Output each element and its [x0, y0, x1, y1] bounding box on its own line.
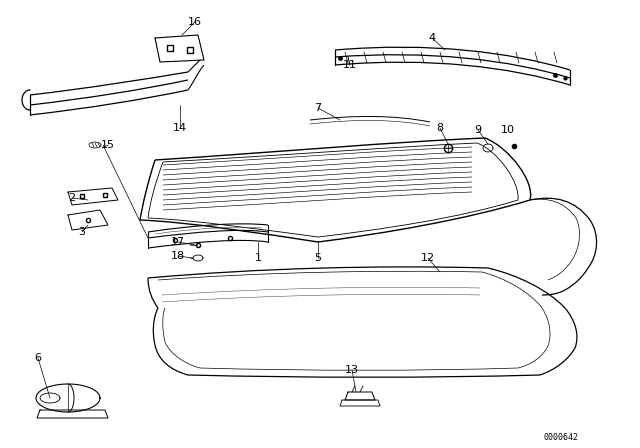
Text: 0000642: 0000642	[543, 432, 578, 441]
Text: 2: 2	[68, 193, 76, 203]
Text: 3: 3	[79, 227, 86, 237]
Text: 4: 4	[428, 33, 436, 43]
Text: 8: 8	[436, 123, 444, 133]
Text: 18: 18	[171, 251, 185, 261]
Text: 6: 6	[35, 353, 42, 363]
Text: 13: 13	[345, 365, 359, 375]
Text: 15: 15	[101, 140, 115, 150]
Text: 1: 1	[255, 253, 262, 263]
Text: 5: 5	[314, 253, 321, 263]
Text: 9: 9	[474, 125, 481, 135]
Text: 10: 10	[501, 125, 515, 135]
Text: 17: 17	[171, 237, 185, 247]
Text: 11: 11	[343, 60, 357, 70]
Text: 16: 16	[188, 17, 202, 27]
Text: 12: 12	[421, 253, 435, 263]
Text: 14: 14	[173, 123, 187, 133]
Text: 7: 7	[314, 103, 321, 113]
